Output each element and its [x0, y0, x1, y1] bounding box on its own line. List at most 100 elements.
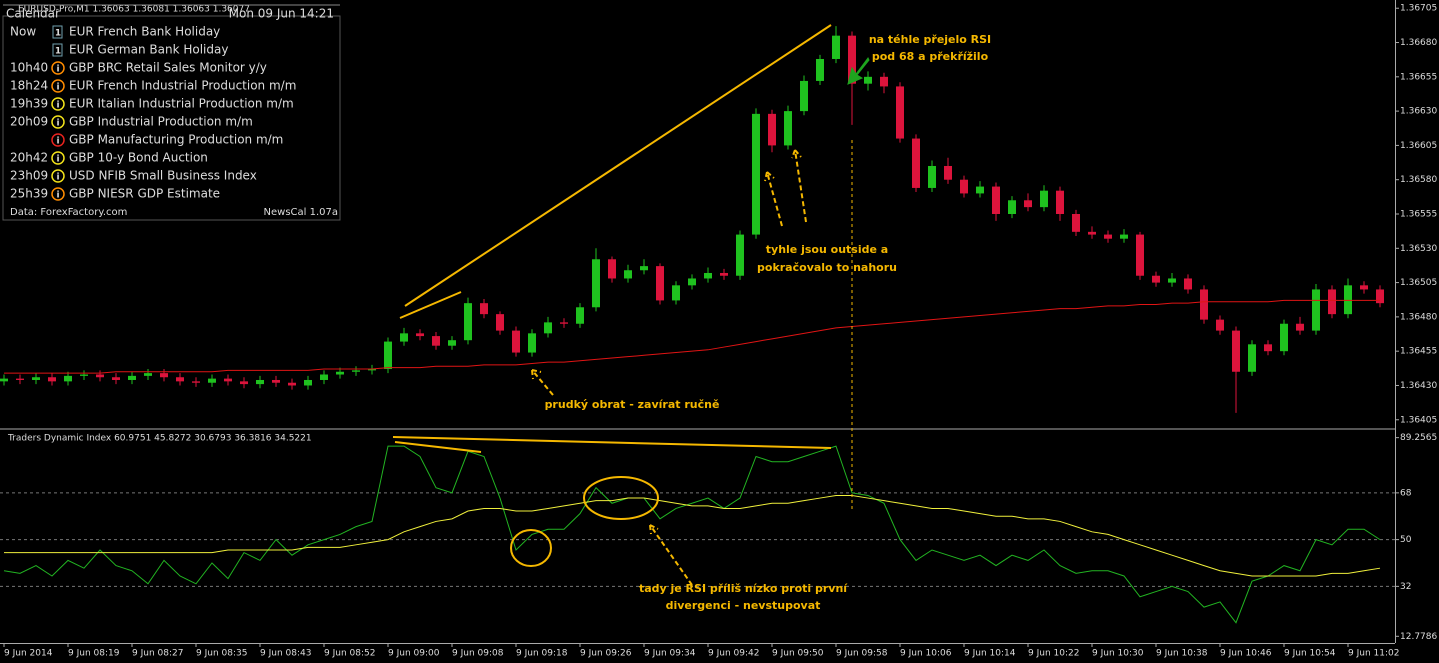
event-name: EUR German Bank Holiday	[69, 43, 228, 57]
event-time: Now	[10, 25, 36, 39]
candle-body	[432, 336, 440, 346]
calendar-title: Calendar	[6, 7, 60, 21]
event-name: GBP BRC Retail Sales Monitor y/y	[69, 61, 267, 75]
x-tick-label: 9 Jun 08:27	[132, 649, 183, 659]
candle-body	[304, 379, 312, 386]
event-name: GBP Industrial Production m/m	[69, 115, 253, 129]
candle-body	[1344, 285, 1352, 315]
candle-body	[1312, 289, 1320, 331]
candle-body	[144, 373, 152, 376]
candle-body	[96, 374, 104, 378]
annotation: na téhle přejelo RSI	[869, 33, 991, 46]
x-tick-label: 9 Jun 10:06	[900, 649, 952, 659]
event-icon: i	[56, 83, 59, 93]
candle-body	[800, 80, 808, 112]
candle-body	[1136, 234, 1144, 276]
indicator-line	[4, 494, 1381, 577]
candle-body	[64, 375, 72, 382]
x-tick-label: 9 Jun 10:14	[964, 649, 1016, 659]
candle-body	[400, 333, 408, 342]
candle-body	[720, 272, 728, 276]
annotation: divergenci - nevstupovat	[666, 599, 821, 612]
candle-body	[176, 377, 184, 382]
candle-body	[512, 330, 520, 353]
x-tick-label: 9 Jun 09:50	[772, 649, 824, 659]
candle-body	[224, 378, 232, 382]
candle-body	[48, 377, 56, 382]
candle-body	[816, 58, 824, 81]
candle-body	[544, 322, 552, 334]
candle-body	[112, 377, 120, 380]
candle-body	[944, 165, 952, 180]
event-icon-circle	[51, 79, 65, 93]
y-tick-label: 1.36580	[1400, 175, 1437, 185]
event-time: 25h39	[10, 187, 48, 201]
candle-body	[192, 381, 200, 383]
y-tick-label: 12.7786	[1400, 632, 1437, 642]
candle-body	[1328, 289, 1336, 315]
candle-body	[624, 270, 632, 279]
x-tick-label: 9 Jun 09:18	[516, 649, 568, 659]
candle-body	[1040, 190, 1048, 208]
annotation: prudký obrat - zavírat ručně	[545, 398, 720, 411]
calendar-clock: Mon 09 Jun 14:21	[229, 7, 334, 21]
candle-body	[640, 266, 648, 271]
candle-body	[1360, 285, 1368, 290]
y-tick-label: 89.2565	[1400, 433, 1437, 443]
candle-body	[368, 369, 376, 371]
symbol-header: EURUSD-Pro,M1 1.36063 1.36081 1.36063 1.…	[18, 5, 250, 15]
arrow	[791, 149, 807, 223]
event-name: EUR French Bank Holiday	[69, 25, 220, 39]
green-arrow	[847, 57, 870, 85]
event-icon: i	[56, 137, 59, 147]
candle-body	[352, 370, 360, 372]
calendar-border	[2, 15, 341, 221]
candle-body	[496, 314, 504, 331]
candle-body	[896, 86, 904, 139]
candle-body	[160, 373, 168, 378]
event-time: 10h40	[10, 61, 48, 75]
x-tick-label: 9 Jun 09:08	[452, 649, 504, 659]
candle-body	[752, 113, 760, 235]
event-icon-circle	[51, 61, 65, 75]
candle-body	[704, 272, 712, 279]
candle-body	[576, 307, 584, 324]
event-icon: i	[56, 65, 59, 75]
x-tick-label: 9 Jun 10:46	[1220, 649, 1272, 659]
candle-body	[208, 378, 216, 383]
event-icon: i	[56, 191, 59, 201]
candle-body	[848, 35, 856, 84]
annotation: tady je RSI příliš nízko proti první	[639, 582, 848, 595]
highlight-ellipse	[583, 476, 659, 520]
event-time: 23h09	[10, 169, 48, 183]
event-icon-circle	[51, 169, 65, 183]
drawings: na téhle přejelo RSI pod 68 a překřížilo…	[392, 24, 991, 612]
event-icon: 1	[55, 29, 61, 39]
x-tick-label: 9 Jun 08:52	[324, 649, 375, 659]
candle-body	[320, 374, 328, 380]
candle-body	[1216, 319, 1224, 331]
indicator-line	[3, 445, 1381, 624]
indicator-title: Traders Dynamic Index 60.9751 45.8272 30…	[7, 434, 312, 444]
frame	[0, 0, 1396, 644]
x-tick-label: 9 Jun 09:42	[708, 649, 759, 659]
y-tick-label: 1.36480	[1400, 312, 1437, 322]
event-icon: i	[56, 119, 59, 129]
candle-body	[1280, 323, 1288, 352]
candle-body	[608, 259, 616, 279]
candle-body	[672, 285, 680, 301]
x-tick-label: 9 Jun 08:43	[260, 649, 311, 659]
candle-body	[464, 303, 472, 341]
candle-body	[32, 377, 40, 380]
candle-body	[288, 382, 296, 386]
trend-line	[392, 436, 832, 449]
arrow	[764, 171, 783, 227]
candle-body	[928, 165, 936, 188]
candle-body	[272, 379, 280, 383]
candle-body	[880, 76, 888, 87]
y-tick-label: 50	[1400, 535, 1412, 545]
y-tick-label: 1.36630	[1400, 107, 1437, 117]
candle-body	[1200, 289, 1208, 320]
x-tick-label: 9 Jun 2014	[4, 649, 53, 659]
